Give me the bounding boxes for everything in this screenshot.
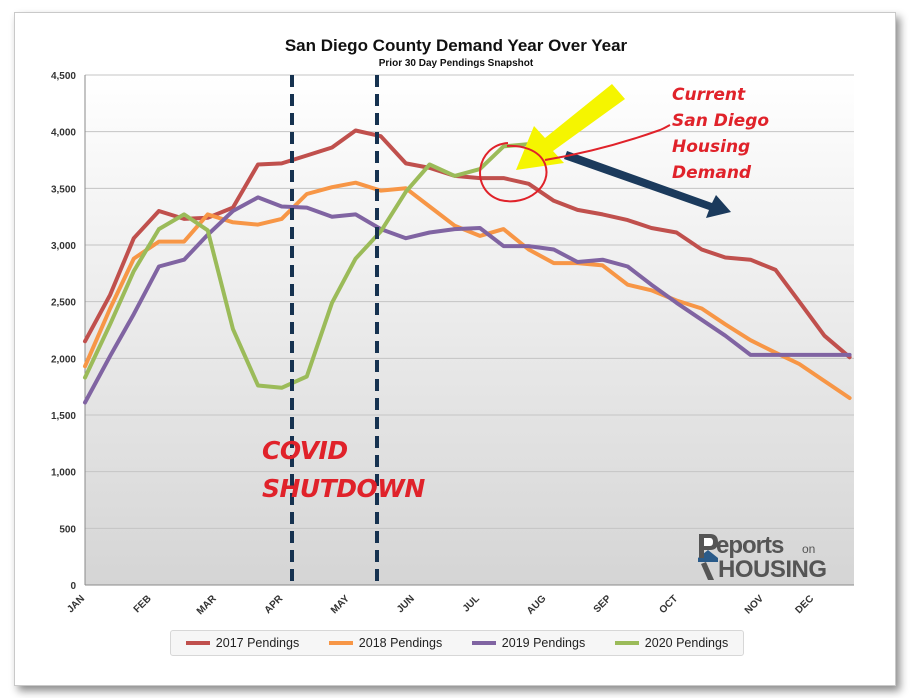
y-tick-label: 1,500 <box>51 411 76 422</box>
legend-label-2018: 2018 Pendings <box>358 636 443 650</box>
x-axis-ticks: JAN FEB MAR APR MAY JUN JUL AUG SEP OCT NOV DEC <box>65 593 816 617</box>
current-label-line2: San Diego <box>672 111 770 131</box>
logo-house-r-icon <box>698 534 718 580</box>
series-line-2020 <box>83 142 531 390</box>
x-tick-label: FEB <box>132 593 154 615</box>
x-tick-label: AUG <box>525 593 549 617</box>
y-tick-label: 4,000 <box>51 128 76 139</box>
x-tick-label: MAR <box>195 593 219 617</box>
legend-swatch-2019 <box>471 641 496 645</box>
logo-housing-text: HOUSING <box>718 556 827 583</box>
y-tick-label: 2,000 <box>51 354 76 365</box>
current-label-line3: Housing <box>672 137 751 157</box>
x-tick-label: JUL <box>461 593 482 614</box>
covid-label-line2: SHUTDOWN <box>262 474 425 503</box>
y-tick-label: 0 <box>70 581 76 592</box>
chart-subtitle: Prior 30 Day Pendings Snapshot <box>378 58 534 69</box>
navy-downtrend-arrow-icon <box>564 151 731 218</box>
y-tick-label: 500 <box>59 524 76 535</box>
plot-area <box>85 75 854 585</box>
series-line-2018 <box>83 180 852 400</box>
legend-label-2019: 2019 Pendings <box>501 636 586 650</box>
x-tick-label: SEP <box>592 593 614 615</box>
x-tick-label: NOV <box>743 593 766 616</box>
chart-legend: 2017 Pendings 2018 Pendings 2019 Pending… <box>170 630 744 656</box>
x-tick-label: APR <box>263 593 286 616</box>
yellow-arrow-icon <box>516 84 625 170</box>
legend-swatch-2017 <box>185 641 210 645</box>
legend-item-2019: 2019 Pendings <box>471 636 586 650</box>
covid-shutdown-annotation: COVID SHUTDOWN <box>262 432 425 508</box>
y-tick-label: 2,500 <box>51 298 76 309</box>
y-tick-label: 4,500 <box>51 71 76 82</box>
x-tick-label: OCT <box>657 593 680 616</box>
legend-item-2020: 2020 Pendings <box>614 636 729 650</box>
logo-reports-text: eports <box>716 532 784 559</box>
chart-title: San Diego County Demand Year Over Year <box>284 36 628 55</box>
series-lines <box>83 128 852 405</box>
legend-label-2017: 2017 Pendings <box>215 636 300 650</box>
y-tick-label: 1,000 <box>51 468 76 479</box>
red-circle-highlight <box>479 142 548 203</box>
legend-item-2018: 2018 Pendings <box>328 636 443 650</box>
y-tick-label: 3,000 <box>51 241 76 252</box>
x-tick-label: MAY <box>329 593 352 616</box>
annotation-shapes <box>290 75 731 585</box>
series-line-2019 <box>83 195 852 405</box>
x-tick-label: JAN <box>65 593 87 615</box>
red-pointer-line <box>544 124 671 161</box>
legend-swatch-2020 <box>614 641 639 645</box>
current-label-line4: Demand <box>672 163 752 183</box>
x-tick-label: JUN <box>395 593 417 615</box>
reports-on-housing-logo: eports on HOUSING <box>696 530 846 586</box>
legend-item-2017: 2017 Pendings <box>185 636 300 650</box>
legend-swatch-2018 <box>328 641 353 645</box>
current-demand-annotation: Current San Diego Housing Demand <box>672 82 769 186</box>
current-label-line1: Current <box>672 85 746 105</box>
legend-label-2020: 2020 Pendings <box>644 636 729 650</box>
x-tick-label: DEC <box>793 593 816 616</box>
y-axis-ticks: 0 500 1,000 1,500 2,000 2,500 3,000 3,500 4,000 4… <box>51 71 76 592</box>
logo-on-text: on <box>802 542 816 556</box>
y-tick-label: 3,500 <box>51 184 76 195</box>
covid-label-line1: COVID <box>262 436 348 465</box>
